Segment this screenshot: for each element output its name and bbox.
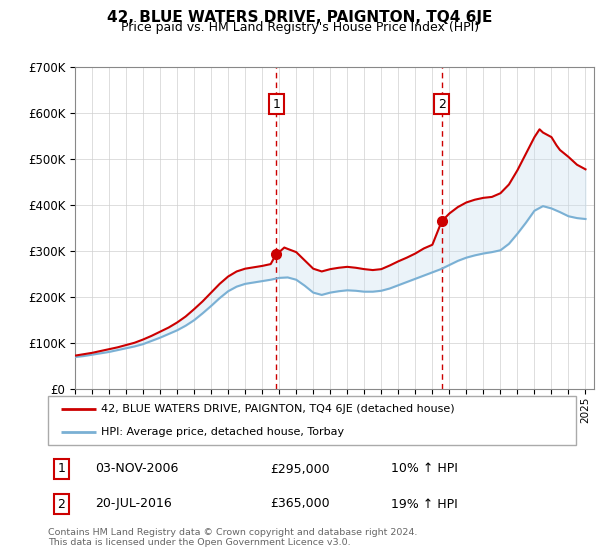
Text: 20-JUL-2016: 20-JUL-2016 [95, 497, 172, 511]
Text: 19% ↑ HPI: 19% ↑ HPI [391, 497, 458, 511]
FancyBboxPatch shape [48, 396, 576, 445]
Text: 03-NOV-2006: 03-NOV-2006 [95, 463, 179, 475]
Text: £295,000: £295,000 [270, 463, 329, 475]
Text: Price paid vs. HM Land Registry's House Price Index (HPI): Price paid vs. HM Land Registry's House … [121, 21, 479, 34]
Text: £365,000: £365,000 [270, 497, 329, 511]
Text: HPI: Average price, detached house, Torbay: HPI: Average price, detached house, Torb… [101, 427, 344, 437]
Text: 42, BLUE WATERS DRIVE, PAIGNTON, TQ4 6JE: 42, BLUE WATERS DRIVE, PAIGNTON, TQ4 6JE [107, 10, 493, 25]
Text: 1: 1 [57, 463, 65, 475]
Text: 2: 2 [57, 497, 65, 511]
Text: 2: 2 [438, 97, 446, 110]
Text: 10% ↑ HPI: 10% ↑ HPI [391, 463, 458, 475]
Text: Contains HM Land Registry data © Crown copyright and database right 2024.
This d: Contains HM Land Registry data © Crown c… [48, 528, 418, 547]
Text: 1: 1 [272, 97, 280, 110]
Text: 42, BLUE WATERS DRIVE, PAIGNTON, TQ4 6JE (detached house): 42, BLUE WATERS DRIVE, PAIGNTON, TQ4 6JE… [101, 404, 454, 414]
